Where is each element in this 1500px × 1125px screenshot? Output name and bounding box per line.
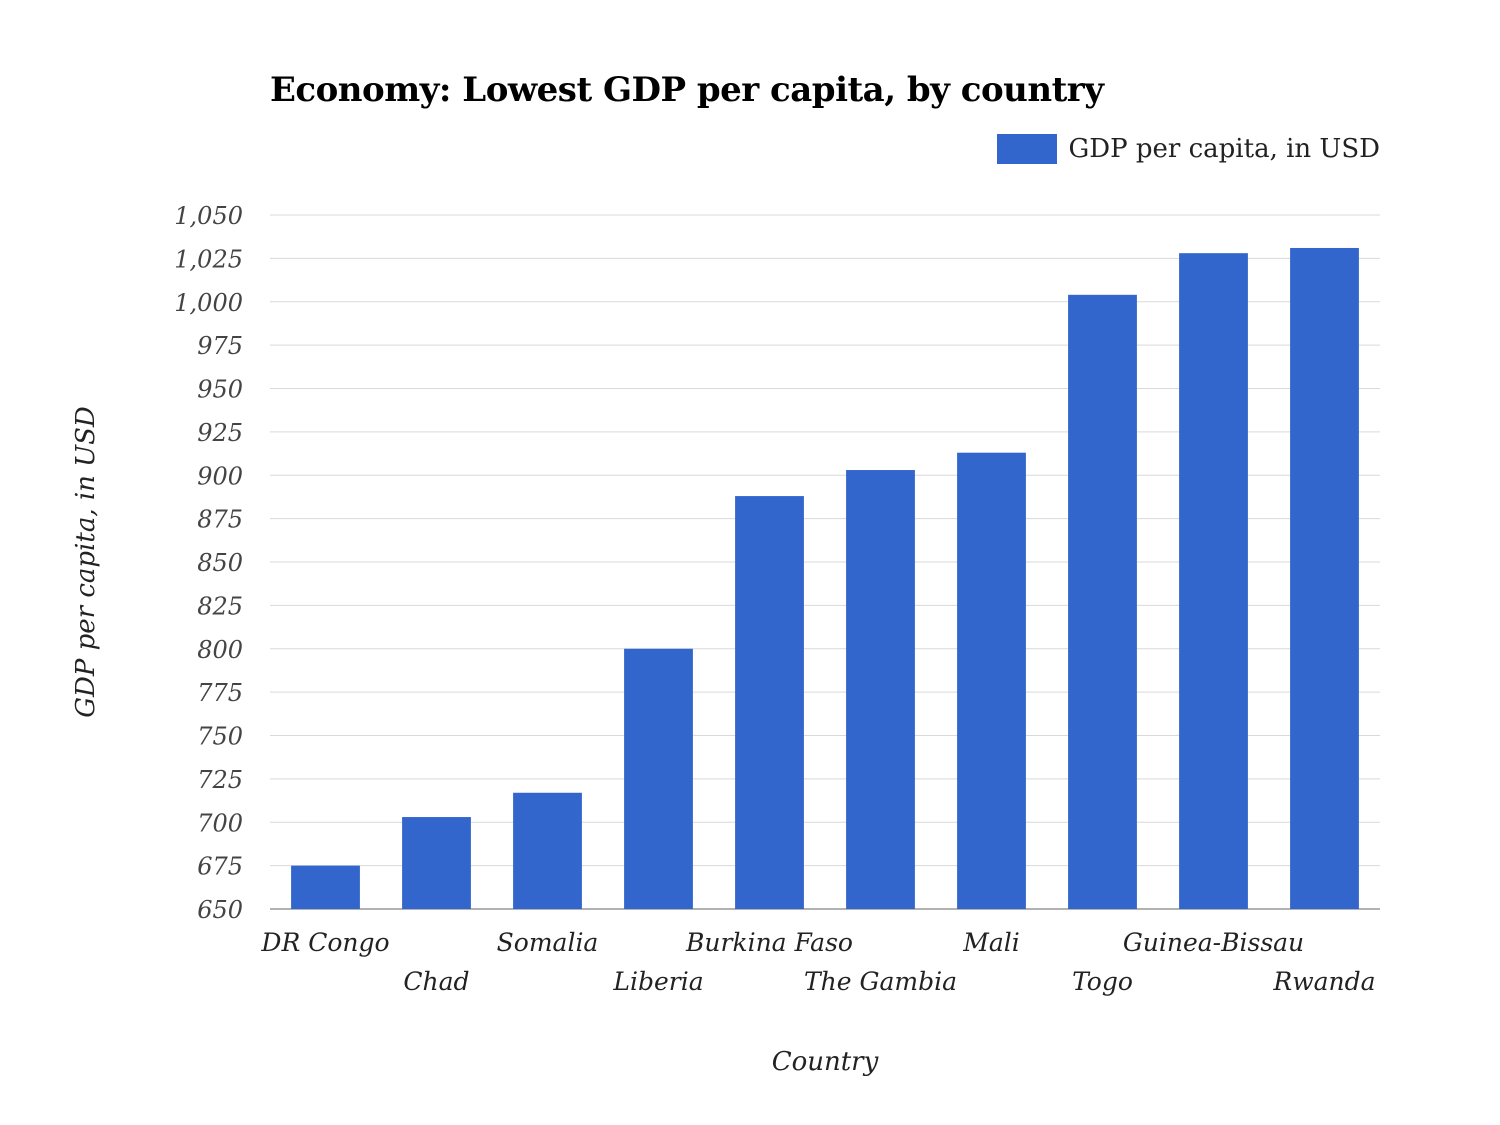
bar-guinea-bissau — [1179, 253, 1248, 910]
y-tick-labels: 650 675 700 725 750 775 800 825 850 875 900 925 950 9… — [174, 202, 243, 924]
x-tick-label: Burkina Faso — [685, 928, 853, 957]
y-tick-label: 750 — [197, 723, 243, 751]
y-tick-label: 700 — [197, 809, 243, 837]
y-tick-label: 950 — [197, 376, 243, 404]
bar-burkina-faso — [735, 496, 804, 909]
x-tick-label: The Gambia — [804, 967, 957, 996]
bars — [291, 247, 1359, 910]
x-tick-label: DR Congo — [260, 928, 389, 957]
bar-rwanda — [1290, 247, 1359, 910]
y-tick-label: 725 — [197, 766, 243, 794]
bar-mali — [957, 452, 1026, 909]
bar-chad — [402, 817, 471, 909]
bar-liberia — [624, 648, 693, 909]
y-tick-label: 1,050 — [174, 202, 243, 230]
bar-the-gambia — [846, 470, 915, 909]
x-axis-title: Country — [772, 1047, 879, 1077]
y-tick-label: 875 — [197, 506, 243, 534]
y-axis-title: GDP per capita, in USD — [71, 406, 101, 718]
y-tick-label: 775 — [197, 679, 243, 707]
y-tick-label: 925 — [197, 419, 243, 447]
y-tick-label: 850 — [197, 549, 243, 577]
x-tick-label: Liberia — [612, 967, 703, 996]
bar-dr-congo — [291, 865, 360, 909]
y-tick-label: 1,025 — [174, 245, 243, 273]
legend: GDP per capita, in USD — [996, 134, 1381, 164]
x-tick-label: Guinea-Bissau — [1123, 928, 1304, 957]
x-tick-label: Rwanda — [1272, 967, 1375, 996]
x-tick-labels: DR Congo Chad Somalia Liberia Burkina Faso Th… — [260, 928, 1375, 996]
y-tick-label: 800 — [197, 636, 243, 664]
x-tick-label: Somalia — [497, 928, 599, 957]
x-tick-label: Chad — [403, 967, 469, 996]
y-tick-label: 825 — [197, 592, 243, 620]
y-tick-label: 650 — [197, 896, 243, 924]
x-tick-label: Togo — [1072, 967, 1133, 996]
y-tick-label: 675 — [197, 853, 243, 881]
legend-swatch — [996, 134, 1057, 164]
bar-togo — [1068, 294, 1137, 909]
x-tick-label: Mali — [962, 928, 1020, 957]
y-tick-label: 1,000 — [174, 289, 243, 317]
bar-somalia — [513, 792, 582, 909]
y-tick-label: 900 — [197, 462, 243, 490]
y-tick-label: 975 — [197, 332, 243, 360]
legend-label: GDP per capita, in USD — [1068, 134, 1381, 164]
chart-title: Economy: Lowest GDP per capita, by count… — [270, 70, 1104, 110]
